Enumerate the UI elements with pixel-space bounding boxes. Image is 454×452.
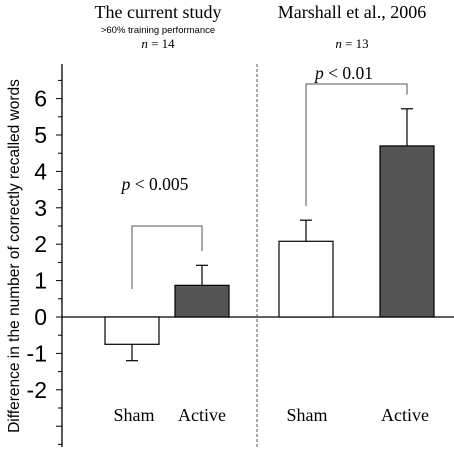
significance-bracket [305,83,408,207]
panel-subtitle: >60% training performance [101,25,215,36]
y-tick-label: 2 [34,231,47,257]
panel-title: The current study [95,2,222,22]
panel-n-label: n = 14 [141,36,175,51]
panel-title: Marshall et al., 2006 [278,2,426,22]
category-label: Active [381,405,429,425]
bar-active [174,284,230,318]
y-tick-label: 6 [34,86,47,112]
y-tick-label: 5 [34,122,47,148]
significance-bracket [131,225,203,289]
panel-n-label: n = 13 [335,36,368,51]
y-tick-label: 1 [34,268,47,294]
significance-label: p < 0.005 [120,174,189,194]
y-tick-label: 4 [34,158,47,184]
y-tick-label: 0 [34,304,47,330]
category-label: Sham [113,405,154,425]
y-tick-label: 3 [34,195,47,221]
bar-sham [104,316,160,345]
category-label: Sham [286,405,327,425]
category-label: Active [178,405,226,425]
y-tick-label: -1 [27,340,47,366]
bar-active [379,145,435,318]
bar-sham [278,240,334,318]
y-tick-label: -2 [27,377,47,403]
y-axis-label: Difference in the number of correctly re… [6,79,23,433]
significance-label: p < 0.01 [313,63,373,83]
